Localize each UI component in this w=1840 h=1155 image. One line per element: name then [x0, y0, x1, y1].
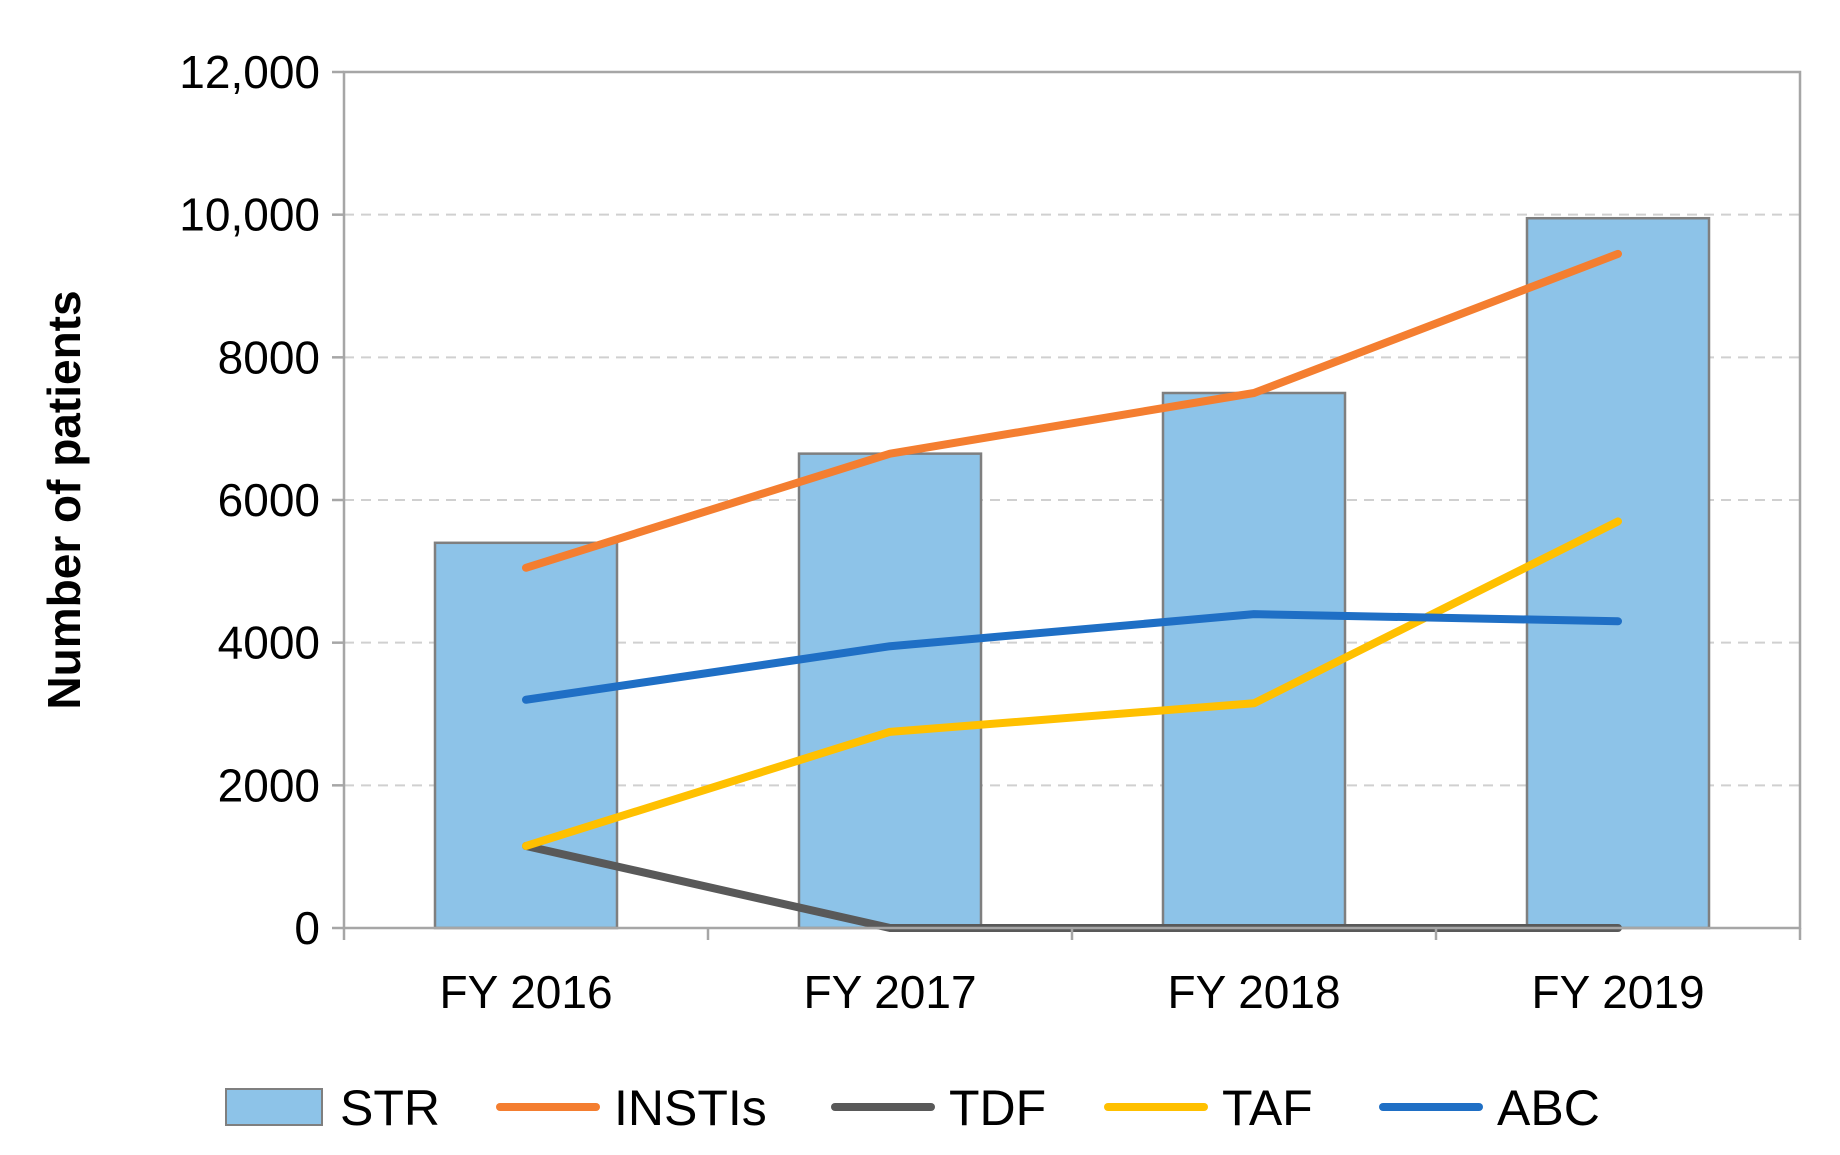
y-tick-label: 0	[294, 902, 320, 954]
bar-str	[1161, 391, 1347, 930]
bar-series	[433, 216, 1711, 930]
y-axis-label: Number of patients	[38, 290, 90, 709]
y-tick-label: 4000	[218, 617, 320, 669]
bar-str	[797, 452, 983, 930]
y-tick-label: 10,000	[179, 189, 320, 241]
legend-label-instis: INSTIs	[614, 1080, 767, 1136]
line-abc	[522, 610, 1622, 704]
legend-label-taf: TAF	[1222, 1080, 1313, 1136]
bar-str	[433, 541, 619, 930]
y-tick-label: 2000	[218, 759, 320, 811]
legend: STR INSTIs TDF TAF ABC	[225, 1080, 1600, 1136]
x-tick-label: FY 2019	[1531, 966, 1704, 1018]
x-axis-ticks: FY 2016 FY 2017 FY 2018 FY 2019	[342, 928, 1802, 1018]
y-axis-ticks: 0 2000 4000 6000 8000 10,000 12,000	[179, 46, 344, 954]
legend-swatch-str	[225, 1088, 323, 1126]
line-tdf	[522, 841, 1622, 932]
legend-label-str: STR	[340, 1080, 440, 1136]
line-instis	[522, 249, 1622, 572]
x-tick-label: FY 2016	[439, 966, 612, 1018]
y-tick-label: 12,000	[179, 46, 320, 98]
y-tick-label: 6000	[218, 474, 320, 526]
bar-str	[1525, 216, 1711, 930]
legend-label-tdf: TDF	[949, 1080, 1046, 1136]
x-tick-label: FY 2017	[803, 966, 976, 1018]
x-tick-label: FY 2018	[1167, 966, 1340, 1018]
y-tick-label: 8000	[218, 331, 320, 383]
line-series	[522, 249, 1622, 932]
line-taf	[522, 517, 1622, 850]
legend-label-abc: ABC	[1497, 1080, 1600, 1136]
